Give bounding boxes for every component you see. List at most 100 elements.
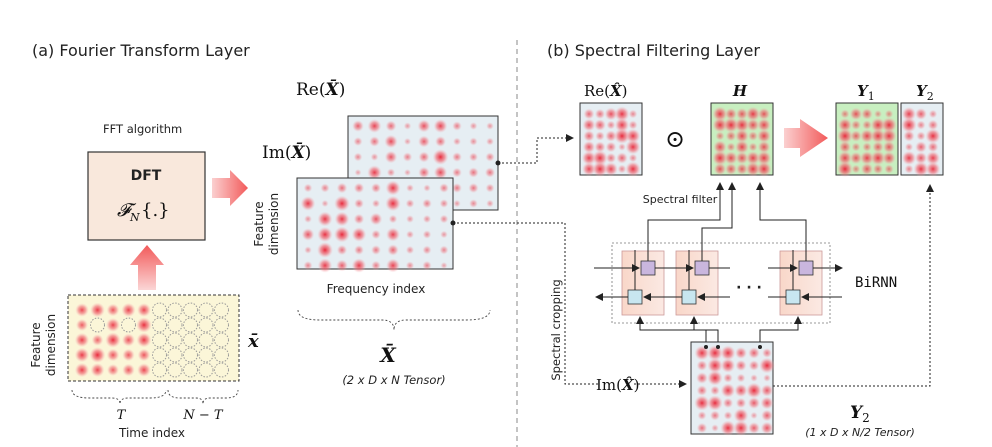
matrix-dot: [152, 302, 167, 318]
matrix-dot: [750, 374, 758, 382]
matrix-dot: [851, 164, 861, 174]
matrix-dot: [710, 385, 720, 396]
matrix-dot: [440, 261, 448, 270]
matrix-dot: [167, 332, 183, 348]
matrix-dot: [405, 245, 415, 255]
matrix-dot: [74, 362, 90, 378]
matrix-dot: [746, 118, 760, 132]
matrix-dot: [720, 420, 736, 436]
input-links: [636, 316, 802, 342]
tensor-brace: [297, 309, 491, 331]
matrix-dot: [167, 317, 183, 333]
matrix-dot: [750, 411, 758, 420]
matrix-dot: [303, 260, 313, 271]
matrix-dot: [152, 317, 167, 333]
matrix-dot: [614, 117, 630, 133]
matrix-dot: [167, 347, 183, 363]
Y2-connector: [773, 184, 934, 387]
matrix-dot: [336, 259, 348, 272]
matrix-dot: [726, 142, 736, 152]
matrix-dot: [849, 151, 863, 165]
matrix-dot: [625, 161, 641, 177]
matrix-dot: [747, 421, 761, 435]
matrix-dot: [317, 226, 333, 243]
matrix-dot: [760, 384, 774, 397]
im-hat-label: Im(X̂): [596, 376, 640, 394]
matrix-dot: [914, 151, 928, 165]
matrix-dot: [925, 128, 941, 144]
matrix-dot: [760, 396, 774, 410]
matrix-dot: [167, 362, 183, 378]
matrix-dot: [439, 214, 449, 224]
matrix-dot: [734, 346, 748, 360]
matrix-dot: [336, 182, 348, 194]
matrix-dot: [214, 332, 229, 348]
matrix-dot: [696, 360, 708, 371]
matrix-dot: [354, 198, 364, 209]
im-label: Im(X̄): [262, 142, 311, 163]
matrix-dot: [605, 141, 617, 153]
matrix-dot: [694, 345, 710, 361]
matrix-dot: [748, 142, 758, 152]
matrix-dot: [183, 347, 198, 363]
matrix-dot: [422, 245, 432, 255]
matrix-dot: [484, 167, 496, 178]
matrix-dot: [106, 363, 120, 377]
matrix-dot: [405, 230, 415, 239]
matrix-dot: [904, 142, 914, 152]
matrix-dot: [870, 150, 886, 166]
matrix-dot: [724, 162, 738, 176]
matrix-dot: [901, 106, 917, 122]
im-connector: [453, 222, 600, 385]
matrix-dot: [385, 195, 401, 212]
matrix-dot: [915, 141, 927, 153]
matrix-dot: [300, 196, 316, 211]
matrix-dot: [745, 161, 761, 177]
matrix-dot: [837, 128, 853, 144]
matrix-dot: [723, 117, 739, 133]
NT-label: N − T: [182, 408, 224, 423]
matrix-dot: [605, 152, 617, 164]
matrix-dot: [901, 150, 917, 166]
im-matrix-dots: [300, 180, 449, 273]
matrix-dot: [486, 137, 494, 146]
rnn-backward-unit-3: [785, 289, 801, 305]
matrix-dot: [317, 258, 333, 273]
matrix-dot: [198, 317, 214, 333]
matrix-dot: [837, 161, 853, 177]
Y2-bottom-label: Y2: [850, 403, 870, 425]
re-hat-dots: [581, 106, 641, 177]
matrix-dot: [435, 136, 446, 147]
matrix-dot: [928, 109, 938, 119]
matrix-dot: [74, 347, 90, 363]
brace-NT: [167, 389, 239, 405]
matrix-dot: [614, 128, 630, 144]
rnn-ellipsis: · · ·: [736, 280, 762, 296]
matrix-dot: [713, 140, 727, 154]
Y2-label: Y2: [916, 82, 934, 103]
matrix-dot: [334, 226, 350, 243]
matrix-dot: [351, 227, 367, 242]
matrix-dot: [406, 184, 414, 192]
matrix-dot: [388, 214, 398, 224]
matrix-dot: [697, 410, 707, 421]
matrix-dot: [733, 408, 749, 423]
matrix-dot: [453, 199, 461, 208]
matrix-dot: [838, 140, 852, 154]
matrix-dot: [486, 122, 494, 130]
matrix-dot: [625, 139, 641, 155]
matrix-dot: [74, 332, 90, 348]
matrix-dot: [405, 214, 415, 224]
matrix-dot: [914, 107, 928, 121]
matrix-dot: [881, 117, 897, 133]
matrix-dot: [351, 258, 367, 273]
matrix-dot: [353, 244, 365, 256]
matrix-dot: [469, 137, 478, 146]
matrix-dot: [198, 362, 214, 378]
matrix-dot: [748, 347, 760, 359]
birnn-label: BiRNN: [855, 275, 897, 291]
time-index-label: Time index: [118, 426, 185, 440]
matrix-dot: [722, 397, 734, 409]
